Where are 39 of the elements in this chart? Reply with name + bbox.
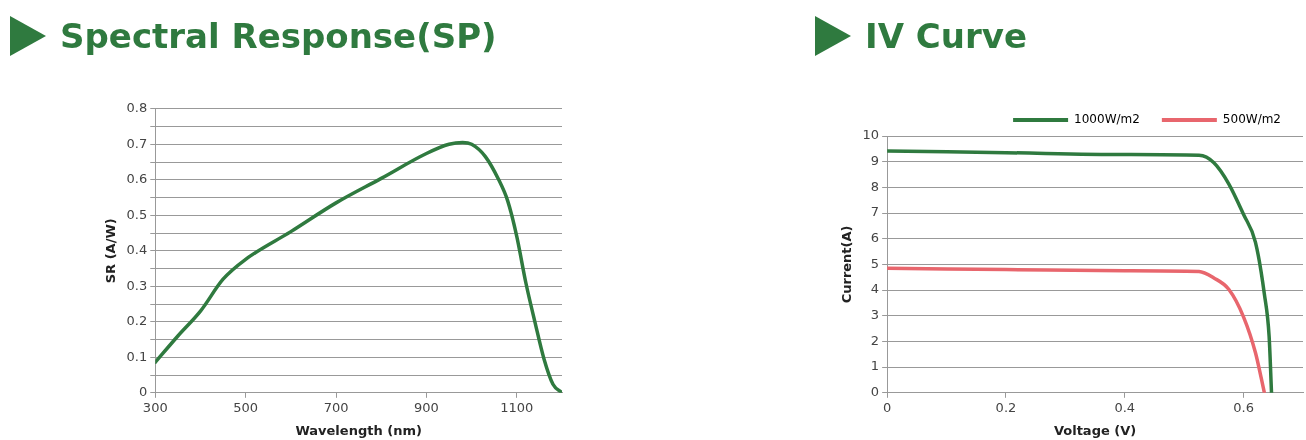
- x-axis-title: Voltage (V): [1053, 422, 1137, 438]
- legend-label: 1000W/m2: [1074, 112, 1140, 127]
- x-tick-label: 0.6: [1233, 399, 1254, 415]
- y-tick-label: 0.1: [126, 348, 148, 364]
- y-tick-label: 6: [870, 230, 880, 246]
- y-tick-label: 9: [870, 153, 880, 169]
- line-series: [887, 149, 1274, 393]
- x-tick-label: 300: [142, 399, 168, 415]
- y-tick-label: 0.3: [126, 277, 148, 293]
- x-tick-label: 500: [233, 399, 259, 415]
- y-tick-label: 0.4: [126, 242, 148, 258]
- chart-title: IV Curve: [865, 16, 1027, 56]
- y-tick-label: 7: [870, 204, 880, 220]
- x-tick-label: 0: [883, 399, 892, 415]
- y-axis-title: Current(A): [839, 225, 855, 304]
- chart-title: Spectral Response(SP): [60, 16, 497, 56]
- y-tick-label: 2: [870, 332, 880, 348]
- x-tick-label: 900: [414, 399, 439, 415]
- x-axis-title: Wavelength (nm): [295, 422, 422, 438]
- y-tick-label: 0.6: [126, 171, 148, 187]
- x-tick-label: 700: [323, 399, 349, 415]
- y-tick-label: 0.7: [126, 135, 148, 151]
- y-tick-label: 0.2: [126, 313, 148, 329]
- y-tick-label: 0.5: [126, 206, 148, 222]
- y-tick-label: 0.8: [126, 100, 148, 116]
- y-tick-label: 0: [138, 384, 148, 400]
- legend-label: 500W/m2: [1222, 112, 1281, 127]
- y-tick-label: 3: [870, 307, 880, 323]
- y-tick-label: 5: [870, 255, 880, 271]
- y-tick-label: 0: [870, 384, 880, 400]
- y-tick-label: 1: [870, 358, 880, 374]
- line-series: [887, 266, 1267, 393]
- y-axis-title: SR (A/W): [103, 218, 119, 284]
- y-tick-label: 10: [862, 127, 880, 143]
- x-tick-label: 0.2: [995, 399, 1017, 415]
- x-tick-label: 1100: [500, 399, 534, 415]
- y-tick-label: 8: [870, 178, 880, 194]
- x-tick-label: 0.4: [1114, 399, 1136, 415]
- y-tick-label: 4: [870, 281, 880, 297]
